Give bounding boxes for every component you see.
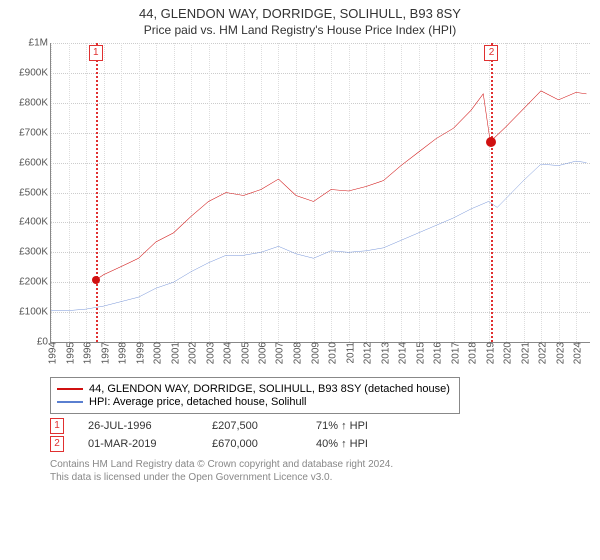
transaction-index: 1 bbox=[50, 418, 64, 434]
x-axis-label: 2012 bbox=[359, 342, 374, 364]
x-axis-label: 2000 bbox=[149, 342, 164, 364]
x-axis-label: 2011 bbox=[341, 342, 356, 364]
transaction-change: 71% ↑ HPI bbox=[316, 420, 368, 432]
x-axis-label: 2009 bbox=[306, 342, 321, 364]
x-axis-label: 2005 bbox=[236, 342, 251, 364]
transaction-row: 1 26-JUL-1996 £207,500 71% ↑ HPI bbox=[50, 418, 590, 434]
attribution-line: This data is licensed under the Open Gov… bbox=[50, 471, 590, 484]
y-axis-label: £400K bbox=[19, 217, 51, 228]
chart-subtitle: Price paid vs. HM Land Registry's House … bbox=[10, 23, 590, 37]
y-axis-label: £1M bbox=[29, 38, 51, 49]
x-axis-label: 1995 bbox=[61, 342, 76, 364]
y-axis-label: £800K bbox=[19, 97, 51, 108]
y-axis-label: £600K bbox=[19, 157, 51, 168]
chart-title: 44, GLENDON WAY, DORRIDGE, SOLIHULL, B93… bbox=[10, 6, 590, 21]
x-axis-label: 2021 bbox=[516, 342, 531, 364]
x-axis-label: 2003 bbox=[201, 342, 216, 364]
legend-label: 44, GLENDON WAY, DORRIDGE, SOLIHULL, B93… bbox=[89, 383, 450, 395]
legend-swatch bbox=[57, 388, 83, 390]
x-axis-label: 2013 bbox=[376, 342, 391, 364]
x-axis-label: 1998 bbox=[114, 342, 129, 364]
transactions-table: 1 26-JUL-1996 £207,500 71% ↑ HPI 2 01-MAR-201… bbox=[50, 418, 590, 452]
x-axis-label: 2019 bbox=[481, 342, 496, 364]
y-axis-label: £500K bbox=[19, 187, 51, 198]
x-axis-label: 1999 bbox=[131, 342, 146, 364]
transaction-date: 26-JUL-1996 bbox=[88, 420, 188, 432]
x-axis-label: 2001 bbox=[166, 342, 181, 364]
y-axis-label: £200K bbox=[19, 277, 51, 288]
x-axis-label: 2010 bbox=[324, 342, 339, 364]
x-axis-label: 2022 bbox=[534, 342, 549, 364]
attribution: Contains HM Land Registry data © Crown c… bbox=[50, 458, 590, 484]
x-axis-label: 2023 bbox=[551, 342, 566, 364]
x-axis-label: 2007 bbox=[271, 342, 286, 364]
data-point bbox=[92, 276, 100, 284]
x-axis-label: 2014 bbox=[394, 342, 409, 364]
chart: £0£100K£200K£300K£400K£500K£600K£700K£80… bbox=[50, 43, 590, 373]
x-axis-label: 2004 bbox=[219, 342, 234, 364]
transaction-price: £207,500 bbox=[212, 420, 292, 432]
data-point bbox=[486, 137, 496, 147]
attribution-line: Contains HM Land Registry data © Crown c… bbox=[50, 458, 590, 471]
y-axis-label: £100K bbox=[19, 307, 51, 318]
x-axis-label: 2006 bbox=[254, 342, 269, 364]
transaction-index: 2 bbox=[50, 436, 64, 452]
x-axis-label: 2020 bbox=[498, 342, 513, 364]
legend: 44, GLENDON WAY, DORRIDGE, SOLIHULL, B93… bbox=[50, 377, 460, 414]
y-axis-label: £700K bbox=[19, 127, 51, 138]
x-axis-label: 1994 bbox=[44, 342, 59, 364]
x-axis-label: 2018 bbox=[464, 342, 479, 364]
y-axis-label: £300K bbox=[19, 247, 51, 258]
legend-item: 44, GLENDON WAY, DORRIDGE, SOLIHULL, B93… bbox=[57, 383, 453, 395]
x-axis-label: 2016 bbox=[429, 342, 444, 364]
legend-item: HPI: Average price, detached house, Soli… bbox=[57, 396, 453, 408]
x-axis-label: 1997 bbox=[96, 342, 111, 364]
transaction-change: 40% ↑ HPI bbox=[316, 438, 368, 450]
transaction-row: 2 01-MAR-2019 £670,000 40% ↑ HPI bbox=[50, 436, 590, 452]
legend-swatch bbox=[57, 401, 83, 403]
transaction-price: £670,000 bbox=[212, 438, 292, 450]
x-axis-label: 2015 bbox=[411, 342, 426, 364]
x-axis-label: 2008 bbox=[289, 342, 304, 364]
x-axis-label: 2002 bbox=[184, 342, 199, 364]
legend-label: HPI: Average price, detached house, Soli… bbox=[89, 396, 307, 408]
x-axis-label: 2024 bbox=[569, 342, 584, 364]
transaction-date: 01-MAR-2019 bbox=[88, 438, 188, 450]
y-axis-label: £900K bbox=[19, 67, 51, 78]
x-axis-label: 1996 bbox=[79, 342, 94, 364]
x-axis-label: 2017 bbox=[446, 342, 461, 364]
